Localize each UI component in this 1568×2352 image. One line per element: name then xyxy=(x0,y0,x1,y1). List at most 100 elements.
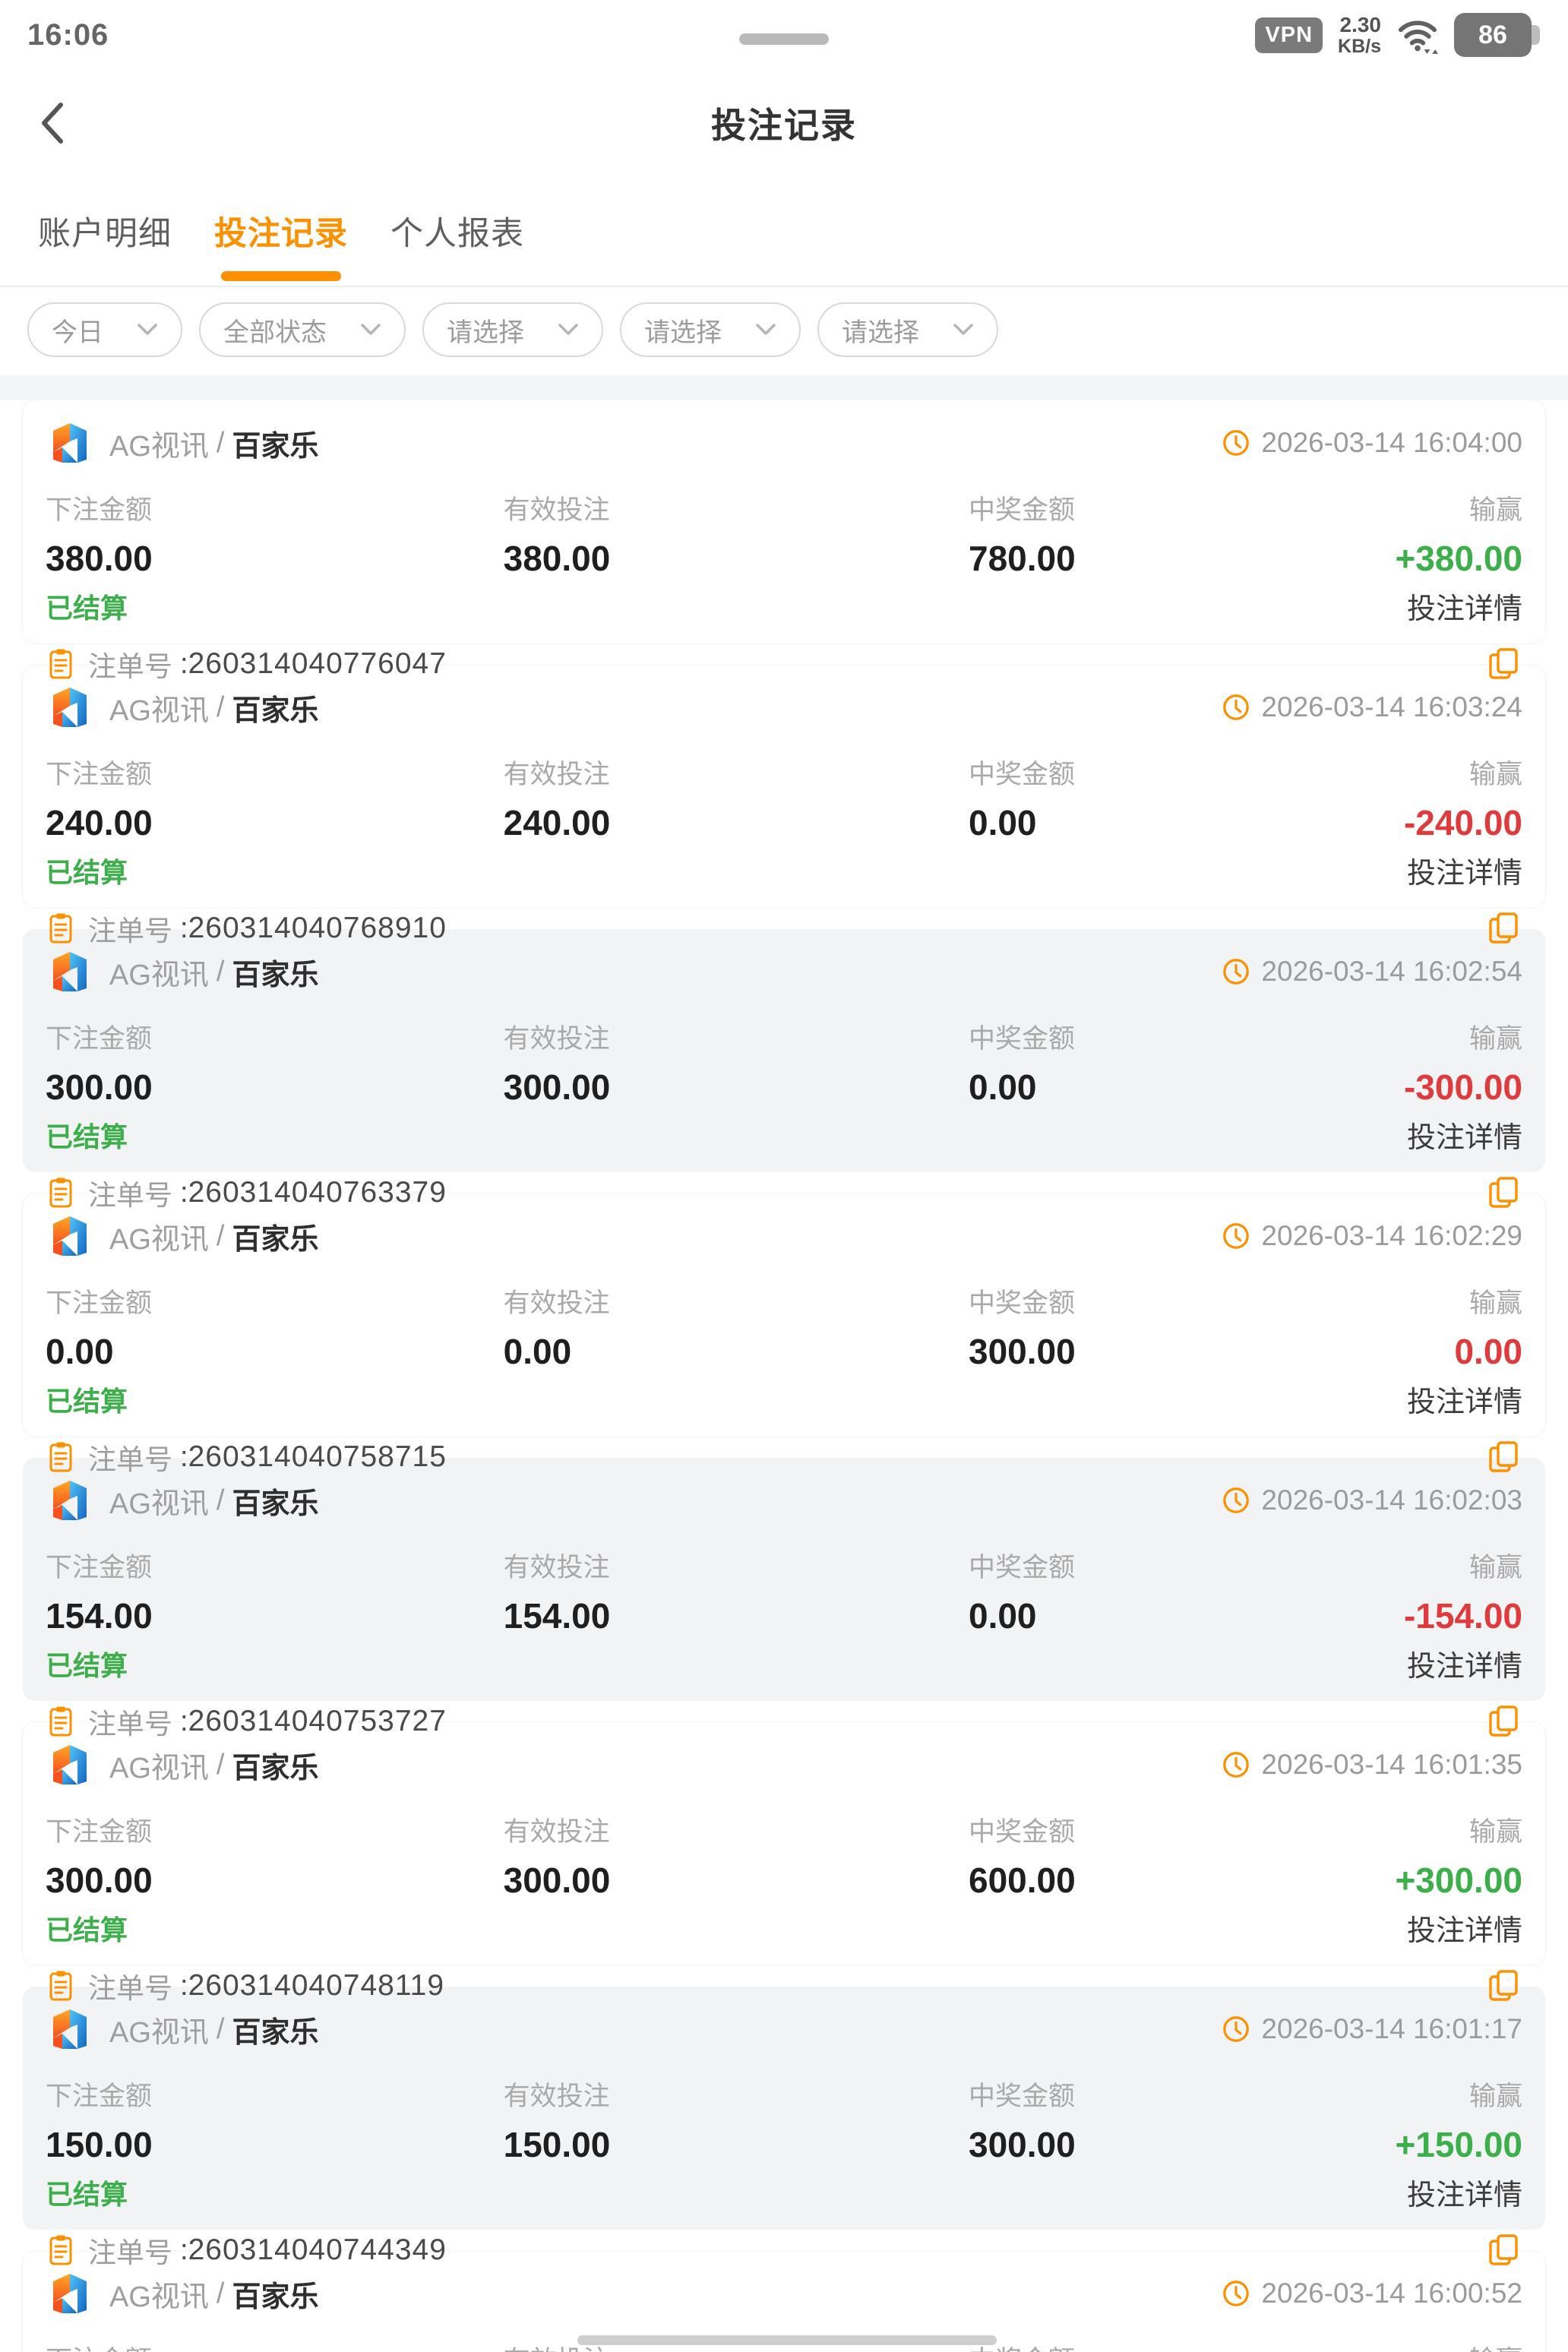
game-name: 百家乐 xyxy=(232,1487,319,1520)
clipboard-icon xyxy=(46,1969,76,2003)
horizontal-scrollbar[interactable] xyxy=(577,2335,997,2345)
win-amount-value: 300.00 xyxy=(968,2125,1076,2164)
valid-bet-label: 有效投注 xyxy=(503,1817,610,1847)
amount-labels-row: 下注金额 有效投注 中奖金额 输赢 xyxy=(46,2339,1522,2352)
bet-amount-label: 下注金额 xyxy=(46,760,153,789)
ag-platform-icon xyxy=(46,2005,94,2053)
filter-dropdown[interactable]: 请选择 xyxy=(620,302,801,357)
copy-button[interactable] xyxy=(1484,1967,1522,2005)
bet-detail-link[interactable]: 投注详情 xyxy=(1406,1386,1522,1418)
status-badge: 已结算 xyxy=(46,1385,128,1417)
status-row: 已结算 投注详情 xyxy=(46,1378,1522,1420)
record-time: 2026-03-14 16:04:00 xyxy=(1222,427,1522,459)
order-number-value: 260314040763379 xyxy=(188,1176,447,1209)
ag-platform-icon xyxy=(46,2269,94,2318)
valid-bet-value: 154.00 xyxy=(503,1596,611,1636)
timestamp: 2026-03-14 16:04:00 xyxy=(1261,427,1522,458)
bet-amount-value: 0.00 xyxy=(46,1332,114,1371)
filter-dropdown[interactable]: 请选择 xyxy=(422,302,603,357)
status-row: 已结算 投注详情 xyxy=(46,1642,1522,1684)
tab-item[interactable]: 投注记录 xyxy=(214,176,348,286)
win-amount-label: 中奖金额 xyxy=(968,1817,1075,1847)
game-name: 百家乐 xyxy=(232,430,319,463)
clock-icon xyxy=(1222,693,1250,722)
win-amount-label: 中奖金额 xyxy=(968,1024,1075,1054)
network-speed: 2.30 KB/s xyxy=(1338,14,1381,56)
clipboard-icon xyxy=(46,2233,76,2267)
valid-bet-label: 有效投注 xyxy=(503,1553,610,1582)
platform-name: AG视讯 xyxy=(109,1223,209,1256)
order-number-label: 注单号 xyxy=(88,915,172,947)
back-button[interactable] xyxy=(30,99,73,147)
chevron-down-icon xyxy=(360,323,381,337)
tab-label: 投注记录 xyxy=(214,216,348,252)
amount-labels-row: 下注金额 有效投注 中奖金额 输赢 xyxy=(46,1546,1522,1585)
win-loss-value: +150.00 xyxy=(1395,2125,1522,2164)
vpn-icon: VPN xyxy=(1255,17,1323,53)
win-loss-label: 输赢 xyxy=(1468,1024,1522,1054)
record-header: AG视讯 / 百家乐 2026-03-14 16:03:24 xyxy=(46,680,1522,735)
clock-icon xyxy=(1222,1486,1250,1515)
clipboard-icon xyxy=(46,1440,76,1474)
app-bar: 投注记录 xyxy=(0,70,1568,176)
record-header: AG视讯 / 百家乐 2026-03-14 16:02:54 xyxy=(46,944,1522,999)
tab-label: 个人报表 xyxy=(390,216,524,252)
copy-button[interactable] xyxy=(1484,1174,1522,1212)
platform-game-separator: / xyxy=(216,1219,225,1252)
win-loss-value: -300.00 xyxy=(1403,1067,1522,1107)
bet-amount-value: 300.00 xyxy=(46,1067,153,1107)
filter-label: 今日 xyxy=(52,318,103,347)
copy-icon xyxy=(1487,1704,1520,1739)
bet-detail-link[interactable]: 投注详情 xyxy=(1406,858,1522,890)
bet-amount-value: 154.00 xyxy=(46,1596,153,1636)
platform-name: AG视讯 xyxy=(109,1487,209,1520)
order-colon: : xyxy=(180,912,188,944)
clock-icon xyxy=(1222,1222,1250,1250)
copy-button[interactable] xyxy=(1484,2231,1522,2269)
copy-button[interactable] xyxy=(1484,909,1522,947)
amount-labels-row: 下注金额 有效投注 中奖金额 输赢 xyxy=(46,488,1522,527)
record-header: AG视讯 / 百家乐 2026-03-14 16:00:52 xyxy=(46,2266,1522,2321)
tab-item[interactable]: 账户明细 xyxy=(38,176,172,286)
ag-platform-icon xyxy=(46,1212,94,1260)
ag-platform-icon xyxy=(46,1740,94,1789)
status-badge: 已结算 xyxy=(46,856,128,888)
betting-record-card: AG视讯 / 百家乐 2026-03-14 16:02:54 下注金额 有效投注… xyxy=(23,929,1545,1211)
win-amount-label: 中奖金额 xyxy=(968,1553,1075,1582)
order-number-label: 注单号 xyxy=(88,651,172,682)
platform-game-separator: / xyxy=(216,426,225,459)
tab-item[interactable]: 个人报表 xyxy=(390,176,524,286)
win-amount-value: 600.00 xyxy=(968,1860,1076,1900)
valid-bet-label: 有效投注 xyxy=(503,1288,610,1318)
ag-platform-icon xyxy=(46,683,94,732)
clipboard-icon xyxy=(46,1176,76,1209)
win-amount-label: 中奖金额 xyxy=(968,760,1075,789)
order-number-value: 260314040776047 xyxy=(188,647,447,680)
filter-dropdown[interactable]: 今日 xyxy=(27,302,182,357)
bet-detail-link[interactable]: 投注详情 xyxy=(1406,2180,1522,2211)
bet-amount-value: 240.00 xyxy=(46,803,153,842)
battery-indicator: 86 xyxy=(1454,13,1540,57)
valid-bet-value: 300.00 xyxy=(503,1067,611,1107)
win-loss-value: -240.00 xyxy=(1403,803,1522,842)
bet-detail-link[interactable]: 投注详情 xyxy=(1406,1915,1522,1947)
filter-dropdown[interactable]: 全部状态 xyxy=(199,302,406,357)
filter-label: 全部状态 xyxy=(223,318,327,347)
copy-button[interactable] xyxy=(1484,1702,1522,1740)
bet-detail-link[interactable]: 投注详情 xyxy=(1406,593,1522,625)
divider-strip xyxy=(0,375,1568,400)
valid-bet-value: 240.00 xyxy=(503,803,611,842)
order-colon: : xyxy=(180,1969,188,2002)
copy-button[interactable] xyxy=(1484,645,1522,683)
win-loss-label: 输赢 xyxy=(1468,1553,1522,1582)
order-number-value: 260314040768910 xyxy=(188,912,447,944)
valid-bet-label: 有效投注 xyxy=(503,760,610,789)
win-loss-value: -154.00 xyxy=(1403,1596,1522,1636)
record-time: 2026-03-14 16:02:29 xyxy=(1222,1220,1522,1252)
filter-dropdown[interactable]: 请选择 xyxy=(817,302,998,357)
order-colon: : xyxy=(180,1176,188,1209)
copy-button[interactable] xyxy=(1484,1438,1522,1476)
order-number-label: 注单号 xyxy=(88,1709,172,1740)
bet-detail-link[interactable]: 投注详情 xyxy=(1406,1651,1522,1683)
bet-detail-link[interactable]: 投注详情 xyxy=(1406,1122,1522,1154)
